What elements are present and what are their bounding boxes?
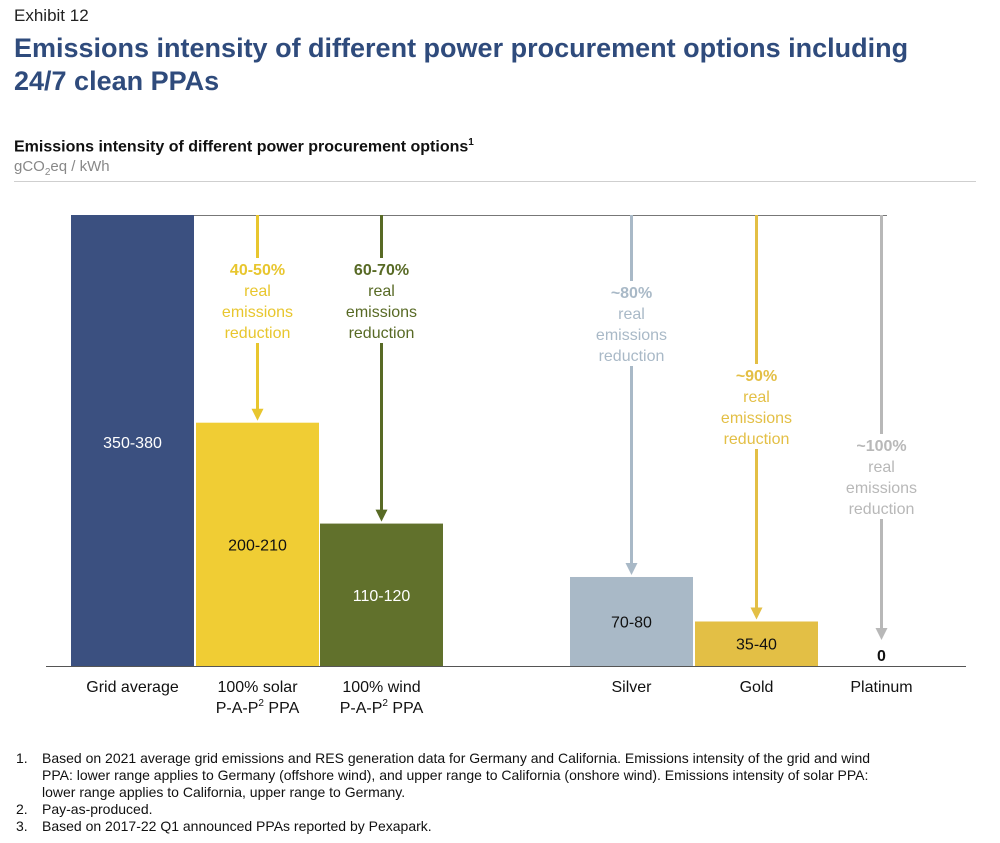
unit-suffix: eq / kWh [50,158,110,175]
category-label-3: Silver [611,679,652,696]
footnote-text: lower range applies to California, upper… [42,784,406,800]
category-label-0: Grid average [86,679,179,696]
exhibit-label: Exhibit 12 [14,6,89,25]
reduction-text-1-1: emissions [222,304,293,321]
emissions-chart: 350-380 200-210 110-120 70-80 35-40 0 40-50% re… [46,215,966,717]
reduction-text-2-1: emissions [346,304,417,321]
category-label-line2-text-2: P-A-P [340,700,383,717]
reduction-text-1-2: reduction [225,325,291,342]
category-label-line2-2: P-A-P2 PPA [340,698,424,717]
chart-title-footnote: 1 [468,137,474,148]
category-label-line2-end-1: PPA [264,700,300,717]
footnote-2-line-1: 2. Pay-as-produced. [16,801,976,818]
chart-unit: gCO2eq / kWh [14,158,110,178]
bar-2 [320,523,443,666]
reduction-pct-5: ~100% [856,438,906,455]
reduction-text-3-2: reduction [599,348,665,365]
arrow-head-4 [750,607,763,620]
footnote-text: Pay-as-produced. [42,801,153,817]
category-label-line2-text-1: P-A-P [216,700,259,717]
arrow-head-5 [875,628,888,640]
chart-title: Emissions intensity of different power p… [14,137,474,156]
reduction-pct-1: 40-50% [230,262,285,279]
data-label-5: 0 [877,648,886,665]
footnote-text: Based on 2017-22 Q1 announced PPAs repor… [42,818,432,834]
category-label-5: Platinum [850,679,912,696]
reduction-pct-3: ~80% [611,285,652,302]
arrow-head-3 [625,562,638,575]
bar-4 [695,621,818,666]
reduction-text-5-1: emissions [846,480,917,497]
category-label-line2-end-2: PPA [388,700,424,717]
footnote-number-2: 2. [16,801,28,817]
category-label-footnote-2: 2 [382,698,388,709]
bar-0 [71,215,194,666]
category-label-footnote-1: 2 [258,698,264,709]
chart-title-text: Emissions intensity of different power p… [14,138,469,156]
footnote-3-line-1: 3. Based on 2017-22 Q1 announced PPAs rep… [16,818,976,835]
reduction-text-3-0: real [618,306,645,323]
category-label-4: Gold [740,679,774,696]
arrow-head-2 [375,509,388,522]
category-label-2: 100% wind [342,679,420,696]
header-divider [14,181,976,182]
reduction-text-5-0: real [868,459,895,476]
reduction-text-4-2: reduction [724,431,790,448]
reduction-text-1-0: real [244,283,271,300]
footnotes: 1. Based on 2021 average grid emissions a… [16,750,976,835]
footnote-1-line-2: PPA: lower range applies to Germany (off… [16,767,976,784]
data-label-0: 350-380 [103,435,162,452]
reduction-pct-4: ~90% [736,368,777,385]
footnote-number-1: 1. [16,750,28,766]
footnote-text: PPA: lower range applies to Germany (off… [42,767,869,783]
reduction-pct-2: 60-70% [354,262,409,279]
reduction-text-4-0: real [743,389,770,406]
footnote-1-line-1: 1. Based on 2021 average grid emissions a… [16,750,976,767]
unit-subscript: 2 [44,167,51,178]
unit-prefix: gCO [14,158,45,175]
data-label-4: 35-40 [736,637,777,654]
category-label-line2-1: P-A-P2 PPA [216,698,300,717]
category-label-1: 100% solar [217,679,298,696]
arrow-head-1 [251,408,264,421]
footnote-1-line-3: lower range applies to California, upper… [16,784,976,801]
page-title: Emissions intensity of different power p… [14,33,909,96]
bar-3 [570,576,693,666]
reduction-text-4-1: emissions [721,410,792,427]
footnote-text: Based on 2021 average grid emissions and… [42,750,871,766]
data-label-2: 110-120 [353,588,411,605]
bar-1 [196,422,319,666]
reduction-text-3-1: emissions [596,327,667,344]
reduction-text-2-0: real [368,283,395,300]
reduction-text-5-2: reduction [849,501,915,518]
data-label-3: 70-80 [611,614,652,631]
data-label-1: 200-210 [228,537,287,554]
footnote-number-3: 3. [16,818,28,834]
reduction-text-2-2: reduction [349,325,415,342]
